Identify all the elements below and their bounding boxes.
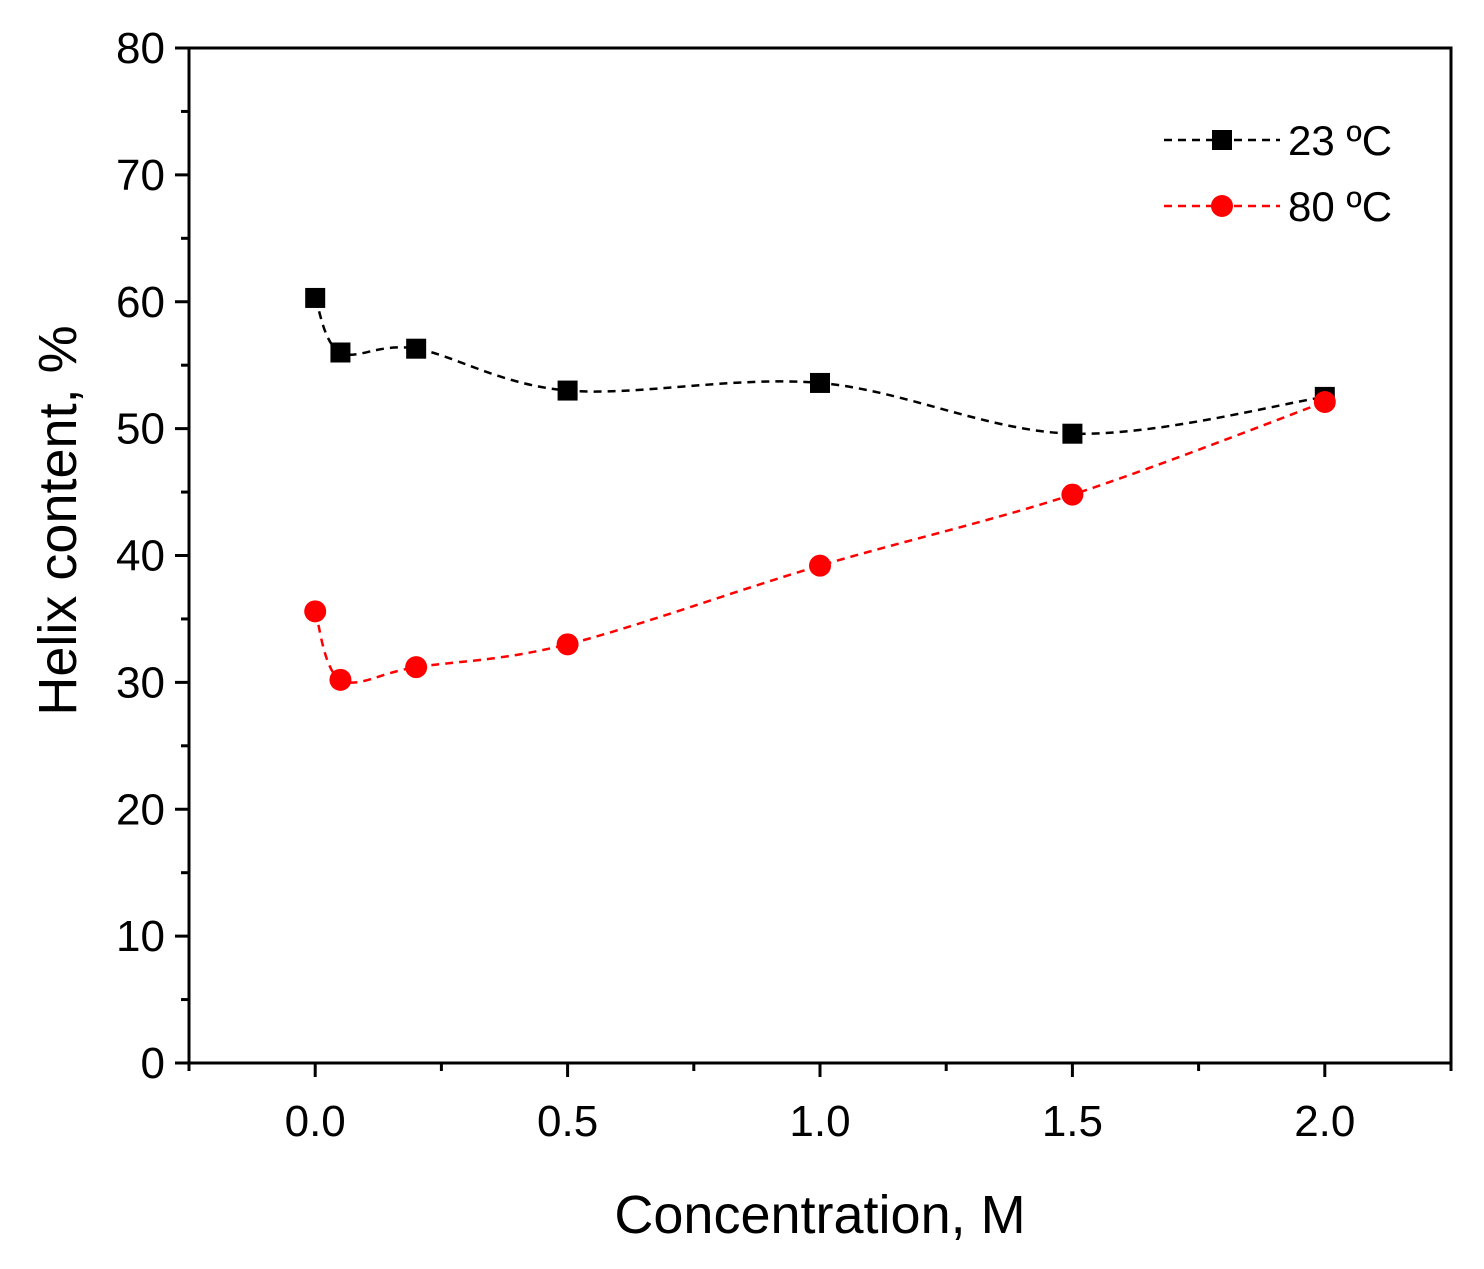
legend-item: 80 ºC	[1164, 183, 1392, 230]
data-point	[405, 656, 428, 679]
x-tick-label: 2.0	[1294, 1097, 1355, 1146]
series-2	[304, 390, 1336, 691]
legend-item: 23 ºC	[1164, 117, 1392, 164]
y-tick-label: 70	[116, 151, 165, 200]
y-tick-label: 40	[116, 532, 165, 581]
x-tick-label: 1.5	[1042, 1097, 1103, 1146]
data-point	[557, 380, 578, 401]
series-1	[305, 287, 1335, 444]
data-point	[305, 287, 326, 308]
x-tick-label: 0.5	[537, 1097, 598, 1146]
data-point	[406, 338, 427, 359]
data-point	[809, 554, 831, 577]
legend-marker	[1212, 130, 1232, 150]
legend-label: 80 ºC	[1288, 183, 1392, 230]
data-point	[304, 600, 327, 623]
y-tick-label: 50	[116, 405, 165, 454]
series-line	[314, 297, 1325, 436]
data-point	[556, 633, 579, 656]
data-point	[1062, 423, 1083, 444]
y-tick-label: 60	[116, 278, 165, 327]
series-line	[314, 400, 1326, 684]
y-tick-label: 20	[116, 785, 165, 834]
legend-marker	[1211, 195, 1233, 217]
data-point	[810, 372, 830, 393]
y-tick-label: 80	[116, 24, 165, 73]
data-point	[1061, 483, 1084, 506]
y-tick-label: 10	[116, 912, 165, 961]
x-tick-label: 1.0	[789, 1097, 850, 1146]
legend: 23 ºC 80 ºC	[1164, 117, 1392, 230]
y-axis-title: Helix content, %	[28, 325, 88, 715]
data-point	[1313, 390, 1336, 413]
axis-ticks: 0 10 20 30 40 50 60 70 80 0.0 0.5 1.0 1.5 2.0	[116, 24, 1453, 1146]
data-point	[329, 668, 352, 691]
x-axis-title: Concentration, M	[614, 1185, 1025, 1245]
y-tick-label: 30	[116, 658, 165, 707]
legend-label: 23 ºC	[1288, 117, 1392, 164]
data-point	[330, 342, 351, 363]
y-tick-label: 0	[141, 1039, 165, 1088]
data-series	[304, 287, 1336, 691]
x-tick-label: 0.0	[285, 1097, 346, 1146]
